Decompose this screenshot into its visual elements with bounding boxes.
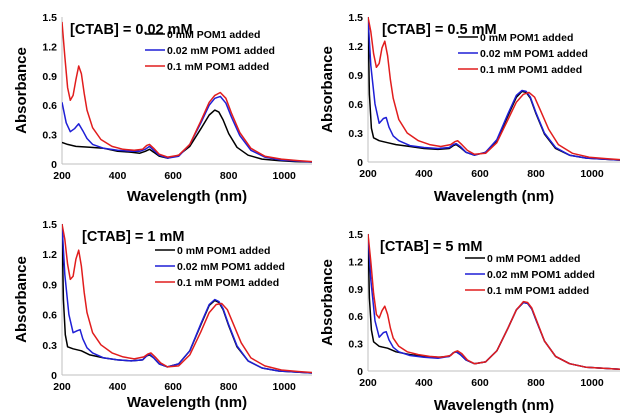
- y-tick-label: 1.5: [348, 229, 363, 241]
- y-tick-label: 1.5: [42, 219, 57, 231]
- x-tick-label: 400: [109, 381, 127, 393]
- y-tick-label: 0.9: [348, 284, 363, 296]
- panel-title: [CTAB] = 0.5 mM: [382, 22, 497, 38]
- chart-panel-1: 0 0.3 0.6 0.9 1.2 1.5 200 400 600 800 1000 Waveleng…: [13, 12, 312, 205]
- legend-entry: 0.1 mM POM1 added: [487, 285, 589, 297]
- y-axis-label: Absorbance: [319, 46, 336, 133]
- legend-entry: 0 mM POM1 added: [177, 245, 270, 257]
- x-tick-label: 200: [359, 168, 377, 180]
- legend-entry: 0.02 mM POM1 added: [487, 269, 595, 281]
- y-tick-label: 0.9: [348, 70, 363, 82]
- y-tick-label: 0: [357, 157, 363, 169]
- x-tick-label: 600: [164, 381, 182, 393]
- y-tick-label: 0.3: [42, 130, 57, 142]
- legend-entry: 0.1 mM POM1 added: [480, 64, 582, 76]
- legend-entry: 0.1 mM POM1 added: [167, 61, 269, 73]
- x-tick-label: 1000: [580, 377, 604, 389]
- series-line-2: [368, 16, 620, 161]
- x-tick-label: 800: [527, 377, 545, 389]
- series-line-2: [62, 223, 312, 374]
- y-tick-label: 0: [51, 159, 57, 171]
- chart-panel-4: 0 0.3 0.6 0.9 1.2 1.5 200 400 600 800 1000 Waveleng…: [319, 229, 620, 414]
- series-line-3: [368, 16, 620, 161]
- legend-entry: 0.02 mM POM1 added: [480, 48, 588, 60]
- y-tick-label: 0.6: [42, 100, 57, 112]
- x-tick-label: 600: [471, 168, 489, 180]
- x-tick-label: 600: [471, 377, 489, 389]
- chart-panel-2: 0 0.3 0.6 0.9 1.2 1.5 200 400 600 800 1000 Waveleng…: [319, 12, 620, 205]
- x-tick-label: 800: [220, 381, 238, 393]
- x-tick-label: 400: [415, 377, 433, 389]
- x-tick-label: 1000: [273, 381, 297, 393]
- x-axis-label: Wavelength (nm): [127, 394, 247, 411]
- x-tick-label: 1000: [580, 168, 604, 180]
- y-tick-label: 0: [51, 370, 57, 382]
- chart-panel-3: 0 0.3 0.6 0.9 1.2 1.5 200 400 600 800 1000 Waveleng…: [13, 219, 312, 411]
- y-tick-label: 0.6: [348, 311, 363, 323]
- series-line-2: [62, 95, 312, 163]
- y-tick-label: 1.2: [42, 249, 57, 261]
- x-tick-label: 200: [359, 377, 377, 389]
- y-tick-label: 0.3: [42, 340, 57, 352]
- y-tick-label: 0: [357, 366, 363, 378]
- x-axis-label: Wavelength (nm): [434, 397, 554, 414]
- legend-entry: 0 mM POM1 added: [167, 29, 260, 41]
- series-line-3: [62, 223, 312, 374]
- x-tick-label: 200: [53, 381, 71, 393]
- legend-entry: 0.1 mM POM1 added: [177, 277, 279, 289]
- legend-entry: 0.02 mM POM1 added: [167, 45, 275, 57]
- x-axis-label: Wavelength (nm): [127, 188, 247, 205]
- x-tick-label: 200: [53, 170, 71, 182]
- y-tick-label: 0.3: [348, 128, 363, 140]
- y-tick-label: 0.9: [42, 279, 57, 291]
- x-tick-label: 400: [415, 168, 433, 180]
- series-line-3: [368, 233, 620, 370]
- y-tick-label: 1.5: [348, 12, 363, 24]
- y-tick-label: 1.2: [348, 41, 363, 53]
- x-tick-label: 800: [220, 170, 238, 182]
- panel-title: [CTAB] = 1 mM: [82, 229, 184, 245]
- x-axis-label: Wavelength (nm): [434, 188, 554, 205]
- y-tick-label: 0.3: [348, 339, 363, 351]
- series-line-3: [62, 21, 312, 163]
- x-tick-label: 800: [527, 168, 545, 180]
- y-tick-label: 0.6: [348, 99, 363, 111]
- legend-entry: 0.02 mM POM1 added: [177, 261, 285, 273]
- x-tick-label: 400: [109, 170, 127, 182]
- y-tick-label: 1.5: [42, 12, 57, 24]
- y-tick-label: 1.2: [42, 41, 57, 53]
- panel-title: [CTAB] = 5 mM: [380, 239, 482, 255]
- y-tick-label: 1.2: [348, 256, 363, 268]
- series-line-1: [62, 109, 312, 163]
- y-axis-label: Absorbance: [13, 256, 30, 343]
- y-axis-label: Absorbance: [319, 259, 336, 346]
- legend-entry: 0 mM POM1 added: [487, 253, 580, 265]
- y-tick-label: 0.6: [42, 310, 57, 322]
- legend-entry: 0 mM POM1 added: [480, 32, 573, 44]
- x-tick-label: 600: [164, 170, 182, 182]
- x-tick-label: 1000: [273, 170, 297, 182]
- y-tick-label: 0.9: [42, 71, 57, 83]
- y-axis-label: Absorbance: [13, 47, 30, 134]
